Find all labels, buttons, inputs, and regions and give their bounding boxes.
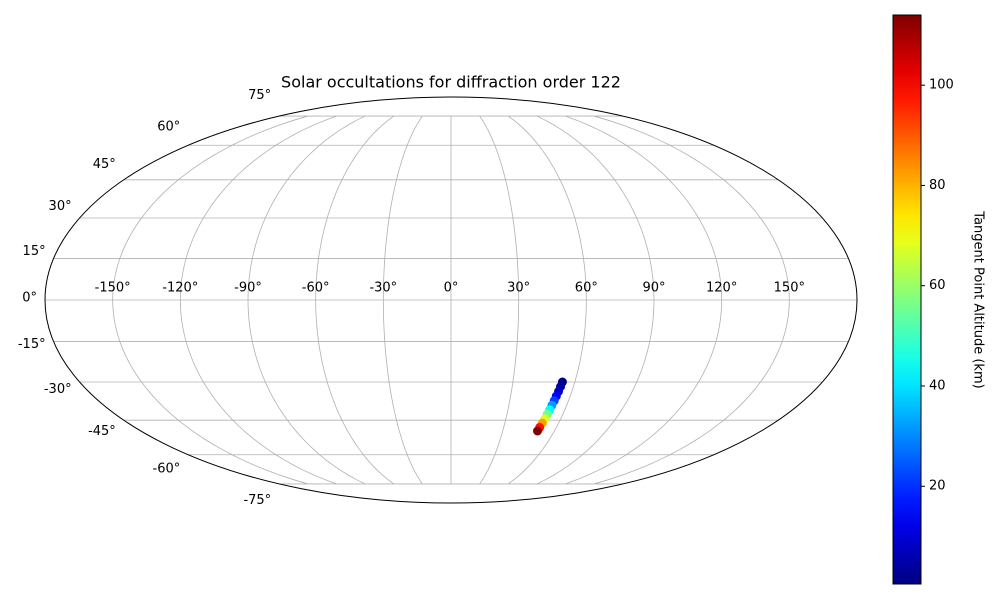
y-tick-label: -15° — [18, 337, 46, 352]
map-border — [44, 96, 858, 504]
x-tick-label: 60° — [575, 281, 598, 296]
x-tick-label: 0° — [444, 281, 459, 296]
grid-line — [382, 115, 423, 485]
y-tick-label: 60° — [157, 119, 180, 134]
colorbar-label: Tangent Point Altitude (km) — [971, 210, 986, 388]
grid-line — [112, 115, 308, 485]
x-tick-label: -150° — [95, 281, 131, 296]
x-tick-label: 30° — [507, 281, 530, 296]
y-tick-label: -45° — [88, 424, 116, 439]
grid-line — [594, 115, 790, 485]
grid-line — [315, 115, 394, 485]
grid-line — [479, 115, 520, 485]
x-tick-label: 150° — [774, 281, 805, 296]
x-tick-label: -90° — [234, 281, 262, 296]
y-tick-label: -60° — [153, 462, 181, 477]
y-tick-label: 30° — [49, 199, 72, 214]
colorbar — [892, 14, 922, 585]
y-tick-label: 45° — [93, 157, 116, 172]
x-tick-label: 90° — [642, 281, 665, 296]
y-tick-label: -75° — [243, 493, 271, 508]
grid-line — [247, 115, 366, 485]
y-tick-label: 15° — [23, 244, 46, 259]
y-tick-label: -30° — [44, 382, 72, 397]
colorbar-tick-label: 80 — [929, 178, 946, 193]
grid-line — [565, 115, 723, 485]
colorbar-tick-label: 40 — [929, 378, 946, 393]
grid-line — [508, 115, 587, 485]
y-tick-label: 75° — [248, 88, 271, 103]
x-tick-label: 120° — [706, 281, 737, 296]
x-tick-label: -120° — [162, 281, 198, 296]
x-tick-label: -30° — [369, 281, 397, 296]
x-tick-label: -60° — [302, 281, 330, 296]
colorbar-tick-label: 20 — [929, 479, 946, 494]
point — [532, 426, 542, 436]
chart-title: Solar occultations for diffraction order… — [281, 73, 621, 92]
colorbar-tick-label: 100 — [929, 78, 954, 93]
y-tick-label: 0° — [22, 291, 37, 306]
grid-line — [179, 115, 337, 485]
colorbar-tick-label: 60 — [929, 278, 946, 293]
grid-line — [536, 115, 655, 485]
